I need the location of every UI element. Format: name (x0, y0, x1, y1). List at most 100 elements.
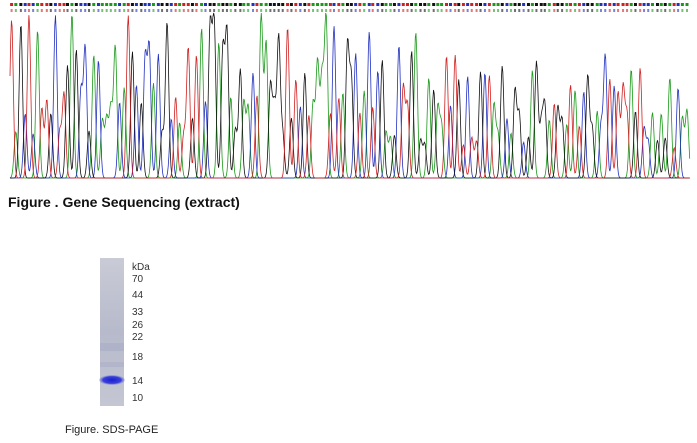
quality-bar (505, 3, 509, 6)
quality-bar (233, 3, 237, 6)
base-call (479, 9, 482, 12)
base-call (462, 9, 465, 12)
quality-bar (573, 3, 577, 6)
base-call (518, 9, 521, 12)
chromatogram (9, 3, 691, 179)
base-call (543, 9, 546, 12)
quality-bar (58, 3, 62, 6)
quality-bar (646, 3, 650, 6)
quality-bar (539, 3, 543, 6)
quality-bar (87, 3, 91, 6)
base-call (265, 9, 268, 12)
quality-bar (126, 3, 130, 6)
base-call (535, 9, 538, 12)
base-call (599, 9, 602, 12)
base-call (127, 9, 130, 12)
quality-bar (427, 3, 431, 6)
base-call (630, 9, 633, 12)
quality-bar (376, 3, 380, 6)
quality-bar (668, 3, 672, 6)
base-call (209, 9, 212, 12)
quality-bar (625, 3, 629, 6)
quality-bar (500, 3, 504, 6)
base-call (217, 9, 220, 12)
quality-bar (534, 3, 538, 6)
quality-bar (324, 3, 328, 6)
marker-label: 22 (132, 332, 144, 343)
base-call (389, 9, 392, 12)
quality-bar (547, 3, 551, 6)
base-call (109, 9, 112, 12)
base-call (320, 9, 323, 12)
quality-bar (406, 3, 410, 6)
quality-bar (599, 3, 603, 6)
base-call (664, 9, 667, 12)
base-call (509, 9, 512, 12)
quality-bar (638, 3, 642, 6)
quality-bar (242, 3, 246, 6)
base-call (84, 9, 87, 12)
quality-bar (354, 3, 358, 6)
quality-bar (221, 3, 225, 6)
quality-bar (577, 3, 581, 6)
quality-bar (582, 3, 586, 6)
quality-bar (79, 3, 83, 6)
quality-bar (238, 3, 242, 6)
base-call (221, 9, 224, 12)
quality-bar (130, 3, 134, 6)
quality-bar (556, 3, 560, 6)
quality-bar (569, 3, 573, 6)
base-call (565, 9, 568, 12)
quality-bar (45, 3, 49, 6)
quality-bar (272, 3, 276, 6)
quality-bar (432, 3, 436, 6)
base-call (656, 9, 659, 12)
quality-bar (229, 3, 233, 6)
base-call (457, 9, 460, 12)
quality-bar (349, 3, 353, 6)
base-call (354, 9, 357, 12)
quality-bar (565, 3, 569, 6)
quality-bar (14, 3, 18, 6)
base-call (423, 9, 426, 12)
base-call (673, 9, 676, 12)
base-call (591, 9, 594, 12)
base-call (49, 9, 52, 12)
base-call (449, 9, 452, 12)
base-call (114, 9, 117, 12)
marker-label: 18 (132, 352, 144, 363)
base-call (668, 9, 671, 12)
quality-bar (345, 3, 349, 6)
base-call (548, 9, 551, 12)
quality-bar (663, 3, 667, 6)
base-call (273, 9, 276, 12)
marker-label: 26 (132, 320, 144, 331)
base-call (170, 9, 173, 12)
base-call (166, 9, 169, 12)
base-call (376, 9, 379, 12)
quality-bar (255, 3, 259, 6)
quality-bar (603, 3, 607, 6)
quality-bar (23, 3, 27, 6)
quality-bar (367, 3, 371, 6)
base-call (294, 9, 297, 12)
quality-bar (384, 3, 388, 6)
base-call (79, 9, 82, 12)
quality-bar (642, 3, 646, 6)
base-call (191, 9, 194, 12)
quality-bar (264, 3, 268, 6)
base-call (286, 9, 289, 12)
base-call (32, 9, 35, 12)
base-call (608, 9, 611, 12)
quality-bar (186, 3, 190, 6)
base-call (483, 9, 486, 12)
quality-bar (134, 3, 138, 6)
base-call (651, 9, 654, 12)
quality-bar (655, 3, 659, 6)
base-call (97, 9, 100, 12)
base-call (604, 9, 607, 12)
quality-bar (444, 3, 448, 6)
quality-bar (289, 3, 293, 6)
base-call (229, 9, 232, 12)
base-call (436, 9, 439, 12)
